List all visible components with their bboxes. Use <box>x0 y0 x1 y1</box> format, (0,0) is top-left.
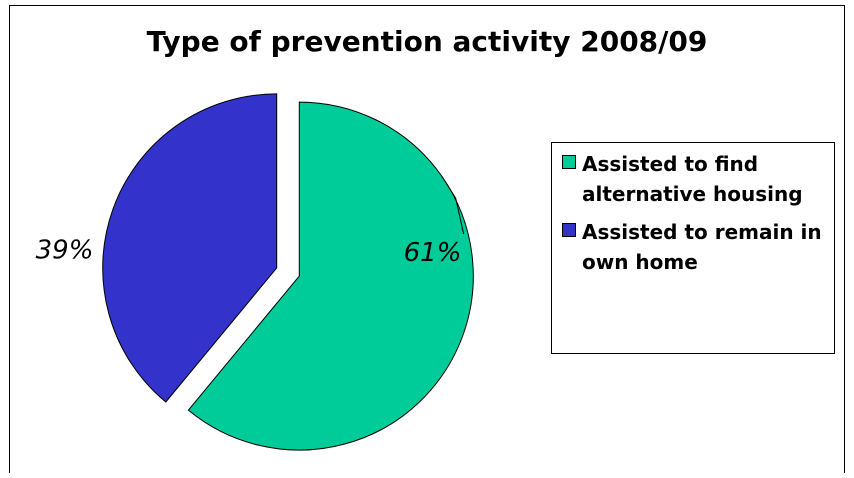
pie-slice-remain-own-home <box>102 93 278 403</box>
legend-item-remain-own-home: Assisted to remain in own home <box>562 217 826 277</box>
legend-swatch <box>562 155 576 169</box>
chart-frame <box>9 5 845 473</box>
pie-slice-alternative-housing <box>187 101 474 451</box>
legend-label: Assisted to remain in own home <box>582 220 822 274</box>
data-label-61: 61% <box>404 238 462 268</box>
legend-swatch <box>562 223 576 237</box>
data-label-39: 39% <box>36 236 94 266</box>
leader-line-61 <box>441 175 465 235</box>
legend: Assisted to find alternative housing Ass… <box>551 142 835 354</box>
legend-item-alternative-housing: Assisted to find alternative housing <box>562 149 826 209</box>
legend-label: Assisted to find alternative housing <box>582 152 803 206</box>
chart-title: Type of prevention activity 2008/09 <box>146 25 708 58</box>
